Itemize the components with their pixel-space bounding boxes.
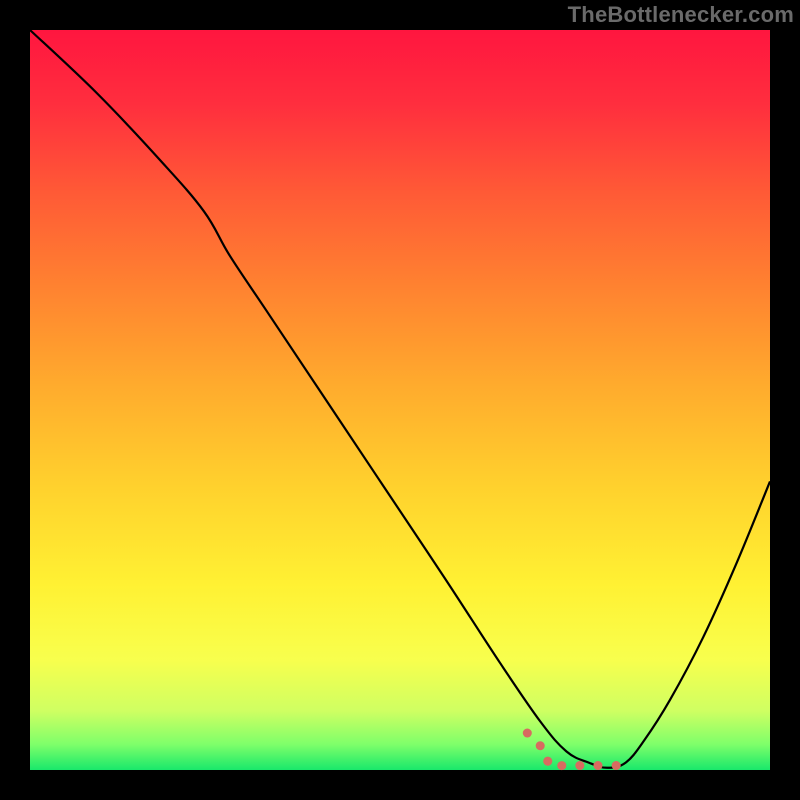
- plot-background: [30, 30, 770, 770]
- bottleneck-chart: [0, 0, 800, 800]
- watermark-text: TheBottlenecker.com: [568, 2, 794, 28]
